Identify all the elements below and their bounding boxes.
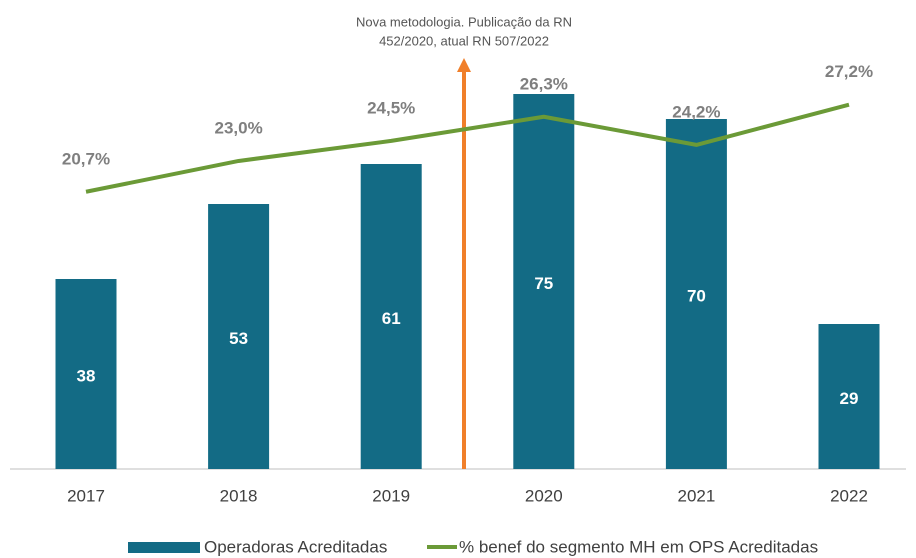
x-tick-label: 2019	[372, 486, 410, 505]
line-value-label: 24,2%	[672, 102, 720, 121]
legend-swatch	[128, 542, 200, 553]
x-tick-label: 2020	[525, 486, 563, 505]
bar-value-label: 38	[77, 366, 96, 385]
line-value-label: 20,7%	[62, 149, 110, 168]
arrow-head	[457, 58, 471, 72]
x-tick-label: 2018	[220, 486, 258, 505]
bar	[818, 324, 880, 469]
line-value-label: 24,5%	[367, 98, 415, 117]
bar-value-label: 29	[840, 389, 859, 408]
bar-value-label: 61	[382, 309, 401, 328]
x-tick-label: 2021	[677, 486, 715, 505]
legend-label: Operadoras Acreditadas	[204, 537, 387, 556]
line-value-label: 27,2%	[825, 62, 873, 81]
annotation: 452/2020, atual RN 507/2022	[379, 33, 549, 48]
bar-value-label: 53	[229, 329, 248, 348]
x-tick-label: 2017	[67, 486, 105, 505]
bar	[55, 279, 117, 469]
bar	[513, 94, 575, 469]
annotation: Nova metodologia. Publicação da RN	[356, 14, 572, 29]
line	[85, 102, 850, 194]
bar-value-label: 70	[687, 286, 706, 305]
bar	[665, 119, 727, 469]
line-value-label: 26,3%	[520, 74, 568, 93]
legend-label: % benef do segmento MH em OPS Acreditada…	[459, 537, 818, 556]
bar-value-label: 75	[534, 274, 553, 293]
line-value-label: 23,0%	[214, 118, 262, 137]
bar	[360, 164, 422, 469]
x-tick-label: 2022	[830, 486, 868, 505]
bar	[208, 204, 270, 469]
